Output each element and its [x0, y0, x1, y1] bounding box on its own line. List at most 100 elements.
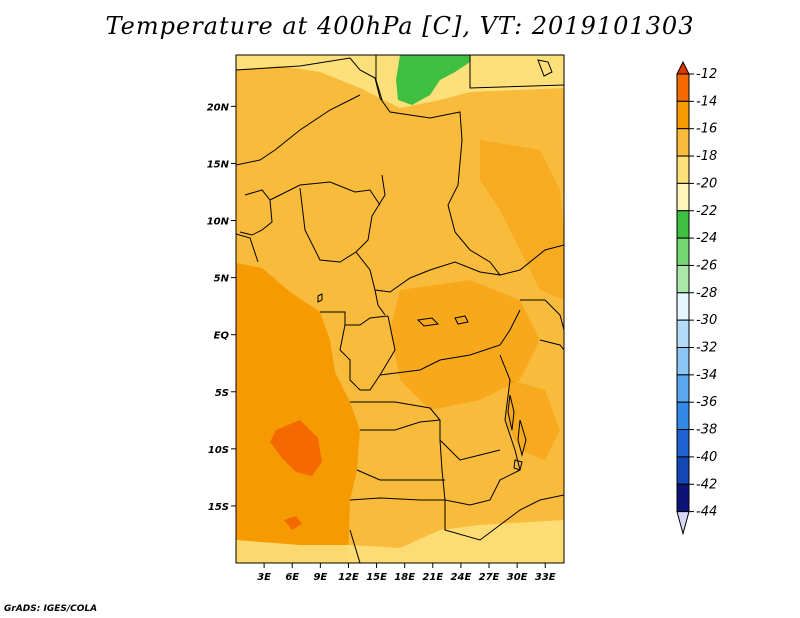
colorbar-segment — [676, 155, 690, 184]
colorbar-segment — [676, 456, 690, 485]
colorbar-segment — [676, 100, 690, 130]
x-tick-label: 33E — [535, 572, 556, 583]
colorbar-segment — [676, 182, 690, 212]
border-line — [539, 339, 564, 351]
congo-warm-field — [390, 280, 540, 410]
lake-outline — [517, 419, 527, 457]
border-line — [375, 55, 383, 101]
colorbar-segment — [676, 319, 690, 348]
lake-outline — [416, 317, 440, 327]
colorbar: -12 -14 -16 -18 -20 -22 -24 -26 -28 -30 -32 -34 -36 -… — [676, 60, 717, 536]
colorbar-label: -16 — [696, 122, 717, 137]
border-line — [469, 55, 564, 89]
chart-title: Temperature at 400hPa [C], VT: 201910130… — [105, 12, 695, 40]
lake-outline — [507, 394, 515, 431]
x-tick-label: 27E — [479, 572, 500, 583]
colorbar-segment — [676, 73, 690, 102]
y-tick-label: 10S — [208, 445, 229, 456]
x-axis: 3E 6E 9E 12E 15E 18E 21E 24E 27E 30E 33E — [257, 563, 556, 583]
colorbar-label: -22 — [696, 204, 717, 219]
y-axis: 20N 15N 10N 5N EQ 5S 10S 15S — [207, 102, 236, 513]
colorbar-segment — [676, 401, 690, 431]
warm-core-small-field — [284, 516, 302, 530]
lake-outline — [317, 293, 323, 303]
border-line — [349, 529, 361, 563]
colorbar-segment — [676, 292, 690, 321]
lake-outline — [513, 459, 523, 471]
colorbar-top-arrow — [676, 60, 690, 75]
border-line — [236, 233, 259, 263]
colorbar-label: -12 — [696, 67, 717, 82]
colorbar-label: -20 — [696, 176, 717, 191]
colorbar-label: -28 — [696, 286, 717, 301]
x-tick-label: 12E — [338, 572, 359, 583]
x-tick-label: 21E — [422, 572, 443, 583]
colorbar-segment — [676, 264, 690, 294]
border-line — [360, 419, 441, 431]
border-line — [374, 289, 386, 316]
border-line — [379, 309, 521, 376]
y-tick-label: 15N — [207, 159, 230, 170]
grads-credit: GrADS: IGES/COLA — [4, 604, 98, 614]
border-line — [236, 57, 463, 233]
border-line — [320, 311, 389, 326]
border-line — [355, 251, 501, 293]
border-line — [520, 299, 564, 331]
colorbar-label: -40 — [696, 450, 717, 465]
colorbar-label: -44 — [696, 505, 717, 520]
lake-outline — [537, 59, 553, 77]
colorbar-segment — [676, 347, 690, 376]
colorbar-segment — [676, 210, 690, 239]
border-line — [239, 189, 273, 236]
x-tick-label: 24E — [451, 572, 472, 583]
border-line — [236, 94, 361, 166]
map-field — [236, 55, 564, 563]
y-tick-label: 5N — [214, 274, 230, 285]
colorbar-label: -32 — [696, 341, 717, 356]
colorbar-label: -14 — [696, 94, 717, 109]
east-warm-field — [505, 380, 560, 460]
y-tick-label: 15S — [208, 502, 229, 513]
border-line — [499, 354, 521, 471]
colorbar-segment — [676, 483, 690, 513]
border-line — [349, 497, 445, 501]
warm-core-field — [270, 420, 322, 476]
x-tick-label: 3E — [257, 572, 271, 583]
border-line — [269, 181, 381, 206]
colorbar-label: -34 — [696, 368, 717, 383]
border-line — [339, 324, 361, 391]
plot-frame — [235, 54, 565, 564]
x-tick-label: 15E — [366, 572, 387, 583]
x-tick-label: 9E — [313, 572, 327, 583]
border-line — [454, 231, 564, 276]
colorbar-segment — [676, 374, 690, 403]
colorbar-segment — [676, 237, 690, 266]
colorbar-label: -26 — [696, 258, 717, 273]
colorbar-label: -24 — [696, 231, 717, 246]
ocean-field — [236, 263, 360, 563]
lake-outline — [454, 315, 469, 325]
colorbar-label: -38 — [696, 423, 717, 438]
border-line — [444, 494, 564, 541]
country-borders — [236, 55, 564, 563]
colorbar-label: -30 — [696, 313, 717, 328]
south-band-field — [236, 520, 564, 563]
colorbar-segment — [676, 429, 690, 458]
x-tick-label: 30E — [507, 572, 528, 583]
y-tick-label: 5S — [215, 388, 229, 399]
y-tick-label: EQ — [214, 331, 230, 342]
border-line — [439, 439, 521, 506]
colorbar-bottom-arrow — [676, 511, 690, 536]
y-tick-label: 20N — [207, 102, 230, 113]
colorbar-label: -36 — [696, 395, 717, 410]
cold-patch-field — [396, 55, 470, 105]
border-line — [350, 401, 501, 461]
sudan-warm-field — [480, 140, 564, 300]
colorbar-segment — [676, 128, 690, 157]
y-tick-label: 10N — [207, 217, 230, 228]
x-tick-label: 6E — [285, 572, 299, 583]
colorbar-label: -42 — [696, 477, 717, 492]
colorbar-label: -18 — [696, 149, 717, 164]
x-tick-label: 18E — [394, 572, 415, 583]
